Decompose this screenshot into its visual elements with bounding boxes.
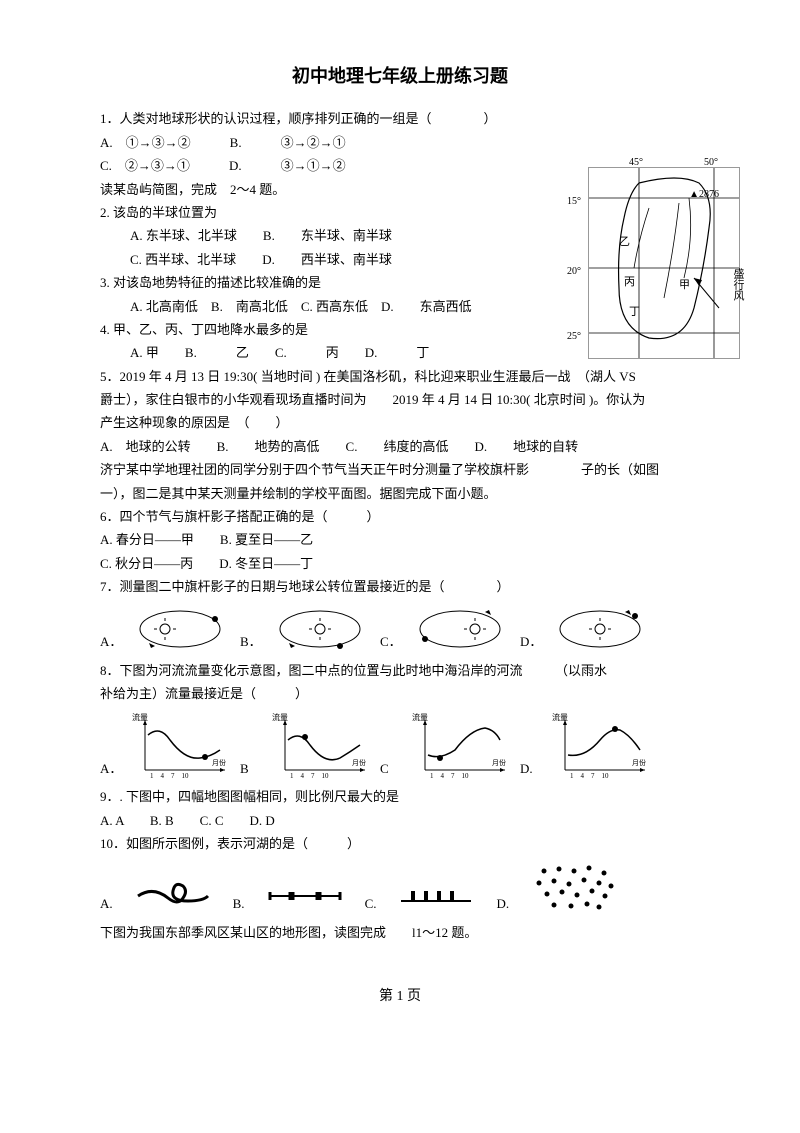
svg-text:月份: 月份: [632, 758, 646, 767]
q2-c: C. 西半球、北半球: [130, 252, 236, 267]
flow-row: A． 流量 1 4 7 10 月份 B 流量 1 4 7 10 月份 C 流量 1 4 7…: [100, 710, 700, 780]
svg-text:流量: 流量: [132, 712, 148, 722]
q7-b-label: B．: [240, 630, 260, 653]
flow-a: 流量 1 4 7 10 月份: [130, 710, 230, 780]
q10-d-label: D.: [496, 892, 509, 915]
q1-c: C. ②→③→①: [100, 158, 190, 173]
q5-l3: 产生这种现象的原因是 （ ）: [100, 411, 700, 434]
q2-a: A. 东半球、北半球: [130, 228, 237, 243]
q6-opts-cd: C. 秋分日——丙 D. 冬至日——丁: [100, 552, 700, 575]
orbit-b: [270, 604, 370, 654]
map-jia: 甲: [679, 276, 690, 296]
q8-b-label: B: [240, 757, 260, 780]
orbit-c: [410, 604, 510, 654]
svg-text:1 4 7 10: 1 4 7 10: [150, 772, 189, 780]
q1-a: A. ①→③→②: [100, 135, 191, 150]
svg-text:1 4 7 10: 1 4 7 10: [290, 772, 329, 780]
q7-text: 7．测量图二中旗杆影子的日期与地球公转位置最接近的是（ ）: [100, 575, 700, 598]
svg-text:月份: 月份: [352, 758, 366, 767]
q10-a-label: A.: [100, 892, 113, 915]
q1-b: B. ③→②→①: [230, 135, 346, 150]
q2-b: B. 东半球、南半球: [263, 228, 392, 243]
q3-b: B. 南高北低: [211, 299, 288, 314]
map-wind: 盛行风: [727, 268, 747, 301]
q6-opts-ab: A. 春分日——甲 B. 夏至日——乙: [100, 528, 700, 551]
q9-text: 9．. 下图中，四幅地图图幅相同，则比例尺最大的是: [100, 785, 700, 808]
q3-a: A. 北高南低: [130, 299, 198, 314]
flow-c: 流量 1 4 7 10 月份: [410, 710, 510, 780]
q6-c: C. 秋分日——丙: [100, 556, 193, 571]
symbol-a: [133, 876, 213, 916]
q6-d: D. 冬至日——丁: [219, 556, 313, 571]
q8-c-label: C: [380, 757, 400, 780]
q5-opts: A. 地球的公转 B. 地势的高低 C. 纬度的高低 D. 地球的自转: [100, 435, 700, 458]
peak-label: ▲2876: [689, 186, 719, 204]
pre6-l2: 一），图二是其中某天测量并绘制的学校平面图。据图完成下面小题。: [100, 482, 700, 505]
q4-c: C. 丙: [275, 345, 339, 360]
orbit-row: A． B． C． D．: [100, 604, 700, 654]
pre6-l1: 济宁某中学地理社团的同学分别于四个节气当天正午时分测量了学校旗杆影 子的长（如图: [100, 458, 700, 481]
q10-c-label: C.: [365, 892, 377, 915]
flow-d: 流量 1 4 7 10 月份: [550, 710, 650, 780]
q8-l2: 补给为主）流量最接近是（ ）: [100, 682, 700, 705]
q4-d: D. 丁: [365, 345, 430, 360]
lat-25: 25°: [567, 328, 581, 346]
symbol-d: [529, 861, 619, 916]
page-footer: 第 1 页: [100, 984, 700, 1009]
orbit-d: [550, 604, 650, 654]
page-title: 初中地理七年级上册练习题: [100, 60, 700, 92]
island-map: 45° 50° 15° 20° 25° ▲2876 乙 丙 甲 丁 盛行风: [588, 167, 740, 359]
lat-15: 15°: [567, 193, 581, 211]
content: 45° 50° 15° 20° 25° ▲2876 乙 丙 甲 丁 盛行风 1．…: [100, 107, 700, 944]
q4-a: A. 甲: [130, 345, 159, 360]
q6-text: 6．四个节气与旗杆影子搭配正确的是（ ）: [100, 505, 700, 528]
q3-c: C. 西高东低: [301, 299, 368, 314]
map-bing: 丙: [624, 273, 635, 293]
q2-d: D. 西半球、南半球: [262, 252, 392, 267]
map-yi: 乙: [619, 233, 630, 253]
q6-b: B. 夏至日——乙: [220, 532, 313, 547]
q6-a: A. 春分日——甲: [100, 532, 194, 547]
flow-b: 流量 1 4 7 10 月份: [270, 710, 370, 780]
q10-text: 10．如图所示图例，表示河湖的是（ ）: [100, 832, 700, 855]
orbit-a: [130, 604, 230, 654]
q7-d-label: D．: [520, 630, 540, 653]
q8-a-label: A．: [100, 757, 120, 780]
symbol-b: [265, 876, 345, 916]
svg-text:流量: 流量: [412, 712, 428, 722]
svg-text:1 4 7 10: 1 4 7 10: [570, 772, 609, 780]
q8-l1: 8．下图为河流流量变化示意图，图二中点的位置与此时地中海沿岸的河流 （以雨水: [100, 659, 700, 682]
q9-opts: A. A B. B C. C D. D: [100, 809, 700, 832]
q1-opts-ab: A. ①→③→② B. ③→②→①: [100, 131, 700, 154]
lat-20: 20°: [567, 263, 581, 281]
q10-b-label: B.: [233, 892, 245, 915]
map-ding: 丁: [629, 303, 640, 323]
svg-text:流量: 流量: [272, 712, 288, 722]
svg-text:月份: 月份: [492, 758, 506, 767]
symbol-c: [396, 876, 476, 916]
svg-text:月份: 月份: [212, 758, 226, 767]
q8-d-label: D.: [520, 757, 540, 780]
svg-text:流量: 流量: [552, 712, 568, 722]
q5-l1: 5．2019 年 4 月 13 日 19:30( 当地时间 ) 在美国洛杉矶，科…: [100, 365, 700, 388]
q1-d: D. ③→①→②: [229, 158, 346, 173]
svg-text:1 4 7 10: 1 4 7 10: [430, 772, 469, 780]
q5-l2: 爵士），家住白银市的小华观看现场直播时间为 2019 年 4 月 14 日 10…: [100, 388, 700, 411]
q7-a-label: A．: [100, 630, 120, 653]
q4-b: B. 乙: [185, 345, 249, 360]
symbol-row: A. B. C. D.: [100, 861, 700, 916]
q1-text: 1．人类对地球形状的认识过程，顺序排列正确的一组是（ ）: [100, 107, 700, 130]
q3-d: D. 东高西低: [381, 299, 472, 314]
q7-c-label: C．: [380, 630, 400, 653]
pre11: 下图为我国东部季风区某山区的地形图，读图完成 l1～12 题。: [100, 921, 700, 944]
